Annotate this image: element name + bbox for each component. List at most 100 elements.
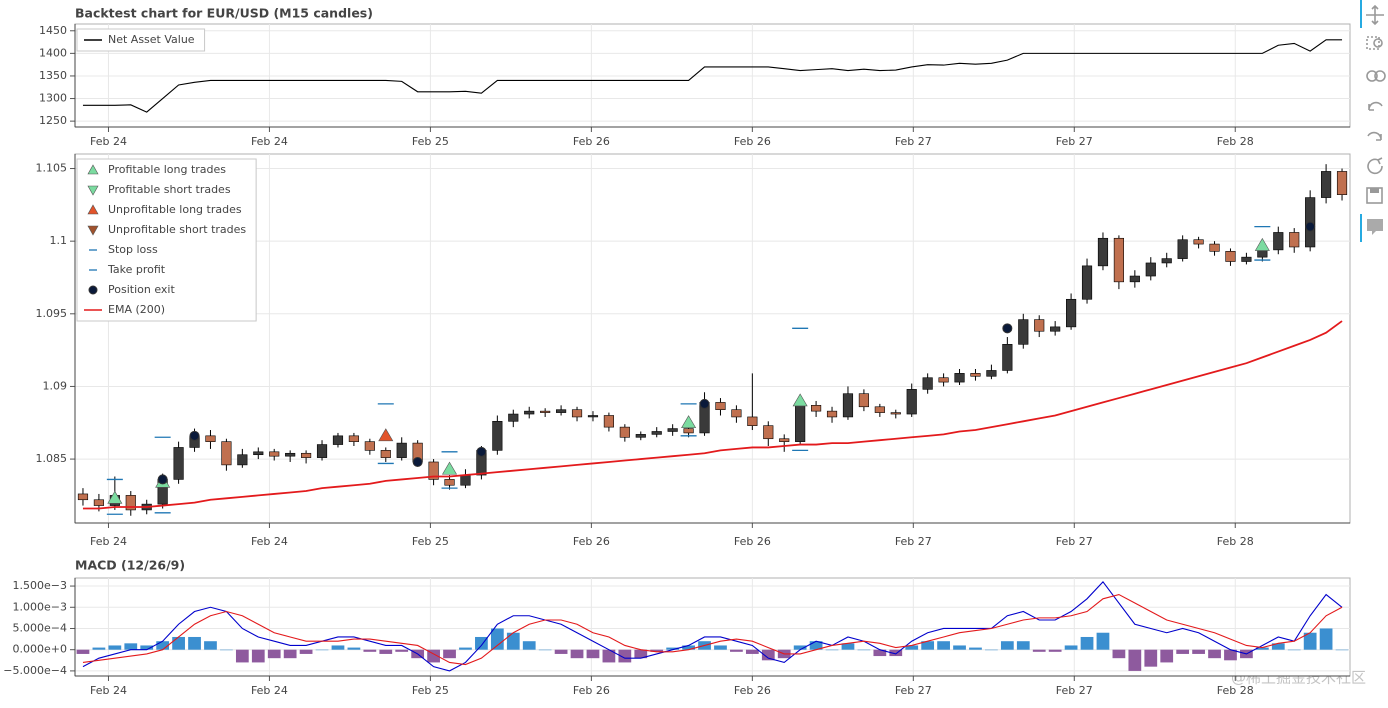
candle-body (683, 428, 694, 434)
histogram-bar (1303, 632, 1317, 650)
x-tick-label: Feb 28 (1217, 135, 1254, 148)
histogram-bar (953, 645, 966, 650)
histogram-bar (570, 649, 584, 659)
histogram-bar (475, 636, 488, 650)
candle-body (571, 409, 583, 418)
candle-body (380, 450, 391, 458)
wheel-zoom-tool[interactable] (1366, 70, 1386, 82)
redo-tool[interactable] (1367, 131, 1382, 141)
candle-body (747, 416, 758, 426)
histogram-bar (650, 649, 664, 652)
histogram-bar (937, 641, 950, 650)
histogram-bar (299, 649, 313, 654)
candle-body (795, 405, 806, 442)
candle-body (364, 441, 375, 451)
candle-body (890, 412, 901, 415)
candle-body (763, 425, 774, 440)
candle-body (1336, 171, 1348, 195)
histogram-bar (1128, 649, 1142, 671)
histogram-bar (1255, 647, 1269, 650)
exit-marker (412, 456, 423, 467)
save-tool[interactable] (1366, 187, 1383, 204)
candle-body (922, 377, 933, 390)
candle-body (1321, 171, 1332, 198)
candle-body (1241, 256, 1252, 262)
exit-marker (1305, 221, 1316, 232)
candle-body (811, 405, 822, 412)
candle-body (125, 495, 136, 511)
candle-body (93, 499, 104, 506)
x-tick-label: Feb 25 (412, 535, 449, 548)
candle-body (651, 431, 662, 435)
candle-body (1002, 344, 1013, 371)
legend-label: Profitable long trades (108, 163, 226, 176)
candle-body (1273, 232, 1284, 251)
legend-glyph (87, 164, 99, 175)
hover-tool[interactable] (1367, 219, 1383, 235)
candle-body (986, 370, 997, 377)
histogram-bar (1032, 649, 1046, 652)
histogram-bar (459, 647, 472, 650)
x-tick-label: Feb 27 (1056, 135, 1093, 148)
pan-tool[interactable] (1366, 4, 1384, 26)
chart-title: MACD (12/26/9) (75, 558, 185, 573)
candle-body (1145, 262, 1156, 277)
legend-glyph (88, 285, 98, 295)
candle-body (1018, 319, 1029, 345)
histogram-bar (905, 645, 919, 650)
wheel-zoom-icon (1366, 70, 1378, 82)
candle-body (667, 428, 678, 432)
histogram-bar (1096, 632, 1110, 650)
x-tick-label: Feb 26 (734, 684, 771, 697)
x-tick-label: Feb 27 (1056, 684, 1093, 697)
y-tick-label: 1.000e−3 (13, 600, 67, 613)
candle-body (1113, 237, 1124, 283)
histogram-bar (873, 649, 887, 657)
trade-marker (378, 428, 394, 442)
candle-body (938, 377, 949, 383)
y-tick-label: 1300 (39, 92, 67, 105)
plot-frame (74, 577, 1351, 677)
y-tick-label: 0.000e+0 (13, 643, 67, 656)
exit-marker (189, 430, 200, 441)
candle-body (237, 454, 248, 466)
candle-body (285, 452, 296, 457)
y-tick-label: 1250 (39, 114, 67, 127)
candle-body (205, 435, 216, 442)
histogram-bar (331, 645, 345, 650)
histogram-bar (140, 645, 154, 650)
histogram-bar (761, 649, 775, 661)
x-tick-label: Feb 24 (90, 135, 127, 148)
x-tick-label: Feb 24 (90, 684, 127, 697)
candle-body (635, 434, 646, 438)
undo-tool[interactable] (1368, 101, 1383, 111)
y-tick-label: 1.09 (43, 379, 68, 392)
legend-label: Profitable short trades (108, 183, 231, 196)
y-tick-label: 1.085 (36, 452, 68, 465)
chart-panel: Backtest chart for EUR/USD (M15 candles)… (39, 6, 1351, 148)
candle-body (540, 410, 551, 413)
histogram-bar (204, 641, 217, 650)
histogram-bar (825, 649, 839, 651)
histogram-bar (538, 649, 552, 651)
candle-body (842, 393, 854, 418)
candle-body (428, 461, 439, 480)
histogram-bar (315, 649, 329, 651)
trade-marker (442, 461, 458, 475)
chart-panel: MACD (12/26/9) −5.000e−4 0.000e+0 5.000e−4 1… (3, 558, 1351, 697)
candle-body (524, 410, 535, 415)
reset-tool[interactable] (1367, 157, 1383, 175)
series-line (82, 320, 1343, 510)
x-tick-label: Feb 26 (734, 135, 771, 148)
exit-marker (157, 474, 168, 485)
histogram-bar (1112, 649, 1126, 659)
histogram-bar (1016, 641, 1030, 650)
histogram-bar (666, 647, 680, 650)
box-zoom-lens (1373, 38, 1383, 48)
histogram-bar (172, 636, 185, 650)
histogram-bar (921, 641, 935, 650)
histogram-bar (235, 649, 249, 663)
histogram-bar (506, 632, 520, 650)
box-zoom-tool[interactable] (1366, 36, 1383, 50)
